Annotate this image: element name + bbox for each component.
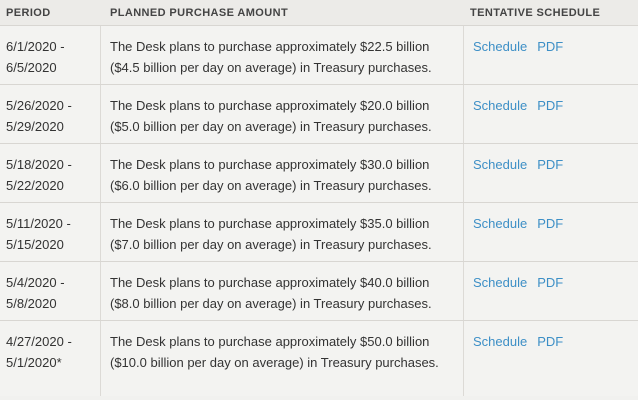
amount-cell: The Desk plans to purchase approximately… xyxy=(101,262,464,320)
schedule-cell: Schedule PDF xyxy=(464,262,638,320)
schedule-link[interactable]: Schedule xyxy=(473,39,528,54)
amount-cell: The Desk plans to purchase approximately… xyxy=(101,85,464,143)
amount-cell: The Desk plans to purchase approximately… xyxy=(101,26,464,84)
purchase-description: The Desk plans to purchase approximately… xyxy=(110,98,432,134)
purchase-description: The Desk plans to purchase approximately… xyxy=(110,334,439,370)
period-cell: 5/18/2020 - 5/22/2020 xyxy=(0,144,101,202)
schedule-link[interactable]: Schedule xyxy=(473,275,528,290)
table-row: 5/26/2020 - 5/29/2020 The Desk plans to … xyxy=(0,85,638,144)
period-end: 5/1/2020* xyxy=(6,355,62,370)
period-cell: 5/26/2020 - 5/29/2020 xyxy=(0,85,101,143)
pdf-link[interactable]: PDF xyxy=(537,98,564,113)
period-cell: 4/27/2020 - 5/1/2020* xyxy=(0,321,101,396)
amount-cell: The Desk plans to purchase approximately… xyxy=(101,144,464,202)
period-end: 5/15/2020 xyxy=(6,237,64,252)
table-row: 4/27/2020 - 5/1/2020* The Desk plans to … xyxy=(0,321,638,396)
table-row: 5/11/2020 - 5/15/2020 The Desk plans to … xyxy=(0,203,638,262)
pdf-link[interactable]: PDF xyxy=(537,157,564,172)
period-cell: 6/1/2020 - 6/5/2020 xyxy=(0,26,101,84)
period-start: 4/27/2020 - xyxy=(6,334,72,349)
period-end: 5/8/2020 xyxy=(6,296,57,311)
pdf-link[interactable]: PDF xyxy=(537,39,564,54)
table-row: 5/4/2020 - 5/8/2020 The Desk plans to pu… xyxy=(0,262,638,321)
period-start: 5/11/2020 - xyxy=(6,216,71,231)
purchase-description: The Desk plans to purchase approximately… xyxy=(110,157,432,193)
period-end: 6/5/2020 xyxy=(6,60,57,75)
header-schedule: TENTATIVE SCHEDULE xyxy=(470,7,601,19)
period-start: 5/26/2020 - xyxy=(6,98,72,113)
schedule-cell: Schedule PDF xyxy=(464,26,638,84)
pdf-link[interactable]: PDF xyxy=(537,334,564,349)
pdf-link[interactable]: PDF xyxy=(537,216,564,231)
pdf-link[interactable]: PDF xyxy=(537,275,564,290)
period-end: 5/22/2020 xyxy=(6,178,64,193)
schedule-cell: Schedule PDF xyxy=(464,85,638,143)
table-row: 6/1/2020 - 6/5/2020 The Desk plans to pu… xyxy=(0,26,638,85)
period-cell: 5/11/2020 - 5/15/2020 xyxy=(0,203,101,261)
purchase-description: The Desk plans to purchase approximately… xyxy=(110,39,432,75)
schedule-cell: Schedule PDF xyxy=(464,144,638,202)
header-period: PERIOD xyxy=(6,7,51,19)
table-row: 5/18/2020 - 5/22/2020 The Desk plans to … xyxy=(0,144,638,203)
period-start: 5/4/2020 - xyxy=(6,275,65,290)
period-start: 5/18/2020 - xyxy=(6,157,72,172)
schedule-link[interactable]: Schedule xyxy=(473,216,528,231)
table-header: PERIOD PLANNED PURCHASE AMOUNT TENTATIVE… xyxy=(0,0,638,26)
amount-cell: The Desk plans to purchase approximately… xyxy=(101,203,464,261)
period-end: 5/29/2020 xyxy=(6,119,64,134)
schedule-cell: Schedule PDF xyxy=(464,203,638,261)
schedule-link[interactable]: Schedule xyxy=(473,98,528,113)
period-cell: 5/4/2020 - 5/8/2020 xyxy=(0,262,101,320)
period-start: 6/1/2020 - xyxy=(6,39,65,54)
schedule-link[interactable]: Schedule xyxy=(473,157,528,172)
amount-cell: The Desk plans to purchase approximately… xyxy=(101,321,464,396)
schedule-cell: Schedule PDF xyxy=(464,321,638,396)
schedule-link[interactable]: Schedule xyxy=(473,334,528,349)
purchase-description: The Desk plans to purchase approximately… xyxy=(110,275,432,311)
purchase-description: The Desk plans to purchase approximately… xyxy=(110,216,432,252)
header-amount: PLANNED PURCHASE AMOUNT xyxy=(110,7,289,19)
